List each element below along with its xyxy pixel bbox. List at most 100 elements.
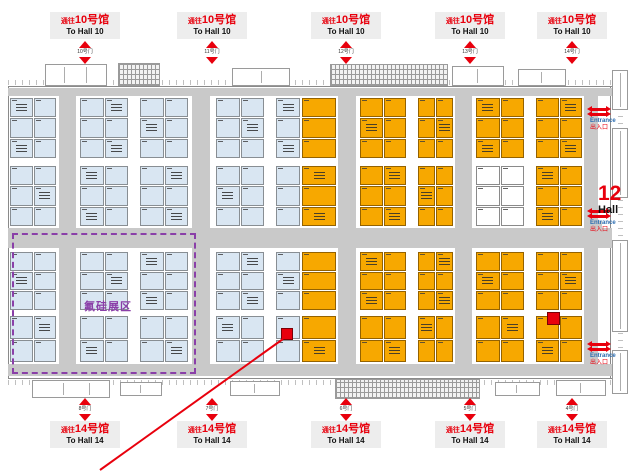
- booth-cell[interactable]: [104, 166, 128, 186]
- booth-cell[interactable]: [436, 98, 453, 118]
- booth-cell[interactable]: [276, 166, 300, 186]
- booth-cell[interactable]: [360, 271, 383, 291]
- booth-cell[interactable]: [383, 98, 406, 118]
- booth-cell[interactable]: [216, 339, 240, 362]
- booth-cell[interactable]: [216, 138, 240, 158]
- booth-cell[interactable]: [559, 166, 582, 186]
- booth-cell[interactable]: [436, 291, 453, 310]
- booth-cell[interactable]: [559, 252, 582, 271]
- booth-cell[interactable]: [80, 339, 104, 362]
- booth-cell[interactable]: [559, 271, 582, 291]
- booth-cell[interactable]: [500, 166, 524, 186]
- booth-cell[interactable]: [383, 316, 406, 339]
- booth-cell[interactable]: [33, 118, 56, 138]
- booth-cell[interactable]: [500, 186, 524, 206]
- booth-cell[interactable]: [240, 339, 264, 362]
- booth-cell[interactable]: [436, 316, 453, 339]
- booth-cell[interactable]: [240, 271, 264, 291]
- booth-cell[interactable]: [383, 166, 406, 186]
- booth-cell[interactable]: [216, 166, 240, 186]
- booth-cell[interactable]: [10, 166, 33, 186]
- booth-cell[interactable]: [418, 98, 435, 118]
- booth-cell[interactable]: [10, 118, 33, 138]
- booth-cell[interactable]: [360, 291, 383, 310]
- booth-cell[interactable]: [436, 252, 453, 271]
- booth-cell[interactable]: [536, 271, 559, 291]
- booth-cell[interactable]: [33, 339, 56, 362]
- booth-cell[interactable]: [10, 252, 33, 271]
- booth-cell[interactable]: [216, 316, 240, 339]
- booth-cell[interactable]: [33, 138, 56, 158]
- booth-cell[interactable]: [276, 291, 300, 310]
- booth-cell[interactable]: [302, 339, 336, 362]
- booth-cell[interactable]: [500, 252, 524, 271]
- booth-cell[interactable]: [500, 316, 524, 339]
- highlighted-booth[interactable]: [547, 312, 560, 325]
- booth-cell[interactable]: [476, 98, 500, 118]
- booth-cell[interactable]: [302, 316, 336, 339]
- booth-cell[interactable]: [476, 291, 500, 310]
- booth-cell[interactable]: [10, 98, 33, 118]
- booth-cell[interactable]: [559, 316, 582, 339]
- booth-cell[interactable]: [33, 98, 56, 118]
- booth-cell[interactable]: [33, 186, 56, 206]
- booth-cell[interactable]: [276, 206, 300, 226]
- booth-cell[interactable]: [559, 186, 582, 206]
- booth-cell[interactable]: [500, 206, 524, 226]
- booth-cell[interactable]: [436, 271, 453, 291]
- booth-cell[interactable]: [536, 166, 559, 186]
- booth-cell[interactable]: [360, 98, 383, 118]
- booth-cell[interactable]: [383, 252, 406, 271]
- booth-cell[interactable]: [240, 98, 264, 118]
- booth-cell[interactable]: [476, 166, 500, 186]
- booth-cell[interactable]: [33, 271, 56, 291]
- booth-cell[interactable]: [436, 118, 453, 138]
- booth-cell[interactable]: [436, 186, 453, 206]
- booth-cell[interactable]: [302, 206, 336, 226]
- booth-cell[interactable]: [276, 271, 300, 291]
- booth-cell[interactable]: [302, 138, 336, 158]
- booth-cell[interactable]: [140, 138, 164, 158]
- booth-cell[interactable]: [240, 138, 264, 158]
- booth-cell[interactable]: [302, 98, 336, 118]
- booth-cell[interactable]: [360, 166, 383, 186]
- booth-cell[interactable]: [418, 186, 435, 206]
- booth-cell[interactable]: [33, 206, 56, 226]
- booth-cell[interactable]: [383, 339, 406, 362]
- booth-cell[interactable]: [383, 138, 406, 158]
- booth-cell[interactable]: [164, 252, 188, 271]
- booth-cell[interactable]: [140, 206, 164, 226]
- booth-cell[interactable]: [164, 316, 188, 339]
- booth-cell[interactable]: [104, 138, 128, 158]
- booth-cell[interactable]: [104, 316, 128, 339]
- booth-cell[interactable]: [476, 118, 500, 138]
- booth-cell[interactable]: [10, 186, 33, 206]
- booth-cell[interactable]: [436, 138, 453, 158]
- booth-cell[interactable]: [536, 206, 559, 226]
- booth-cell[interactable]: [216, 252, 240, 271]
- booth-cell[interactable]: [140, 166, 164, 186]
- booth-cell[interactable]: [418, 316, 435, 339]
- booth-cell[interactable]: [164, 166, 188, 186]
- booth-cell[interactable]: [240, 291, 264, 310]
- booth-cell[interactable]: [383, 118, 406, 138]
- booth-cell[interactable]: [476, 206, 500, 226]
- booth-cell[interactable]: [536, 118, 559, 138]
- booth-cell[interactable]: [559, 98, 582, 118]
- booth-cell[interactable]: [536, 339, 559, 362]
- booth-cell[interactable]: [476, 186, 500, 206]
- booth-cell[interactable]: [418, 271, 435, 291]
- booth-cell[interactable]: [80, 166, 104, 186]
- booth-cell[interactable]: [104, 98, 128, 118]
- booth-cell[interactable]: [302, 291, 336, 310]
- booth-cell[interactable]: [360, 339, 383, 362]
- booth-cell[interactable]: [476, 252, 500, 271]
- booth-cell[interactable]: [80, 118, 104, 138]
- booth-cell[interactable]: [276, 252, 300, 271]
- booth-cell[interactable]: [10, 291, 33, 310]
- booth-cell[interactable]: [276, 186, 300, 206]
- booth-cell[interactable]: [500, 271, 524, 291]
- booth-cell[interactable]: [476, 339, 500, 362]
- booth-cell[interactable]: [559, 339, 582, 362]
- booth-cell[interactable]: [476, 138, 500, 158]
